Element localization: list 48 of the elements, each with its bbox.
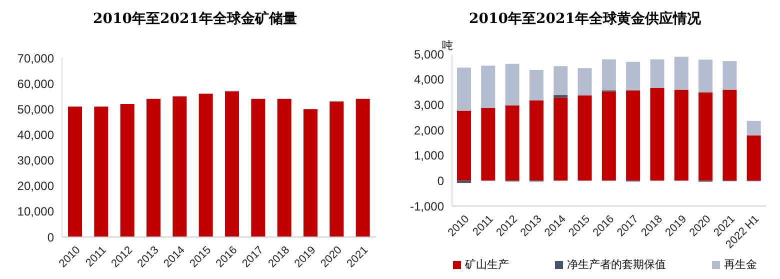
bar	[746, 135, 761, 181]
y-tick-label: 30,000	[17, 154, 54, 168]
legend-label: 再生金	[723, 258, 757, 272]
bar	[529, 70, 544, 100]
y-tick-label: -1,000	[410, 199, 444, 214]
chart-title: 2010年至2021年全球金矿储量	[92, 10, 298, 29]
y-tick-label: 40,000	[17, 128, 54, 142]
y-tick-label: 50,000	[17, 102, 54, 116]
y-tick-label: 1,000	[414, 148, 444, 163]
bar	[650, 59, 664, 88]
y-tick-label: 70,000	[17, 51, 54, 66]
bar	[554, 66, 568, 96]
legend-label: 矿山生产	[464, 258, 509, 272]
bar	[674, 90, 688, 181]
bar	[602, 91, 616, 181]
chart-title: 2010年至2021年全球黄金供应情况	[468, 10, 702, 29]
bar	[529, 100, 544, 181]
bar	[578, 68, 592, 96]
bar	[698, 92, 713, 181]
bar	[722, 61, 737, 90]
y-tick-label: 4,000	[414, 72, 444, 87]
y-tick-label: 5,000	[414, 47, 444, 62]
y-tick-label: 60,000	[17, 76, 54, 91]
y-tick-label: 20,000	[17, 179, 54, 194]
bar	[650, 88, 664, 181]
bar	[578, 96, 592, 181]
bar	[674, 56, 688, 90]
bar	[505, 64, 520, 106]
bar	[481, 66, 496, 108]
bar	[481, 108, 496, 181]
bar	[698, 60, 713, 93]
bar	[457, 110, 471, 181]
y-tick-label: 0	[47, 230, 54, 244]
y-tick-label: 0	[437, 174, 444, 188]
y-tick-label: 2,000	[414, 123, 444, 138]
bar	[626, 62, 640, 90]
y-axis-title: 吨	[442, 39, 453, 52]
bar	[602, 59, 616, 90]
y-tick-label: 10,000	[17, 204, 54, 219]
bar	[722, 90, 737, 181]
bar	[626, 90, 640, 181]
bar	[457, 68, 471, 111]
bar	[554, 98, 568, 181]
bar	[746, 120, 761, 136]
legend-label: 净生产者的套期保值	[566, 258, 666, 272]
y-tick-label: 3,000	[414, 98, 444, 112]
bar	[505, 105, 520, 181]
bar	[554, 95, 568, 98]
